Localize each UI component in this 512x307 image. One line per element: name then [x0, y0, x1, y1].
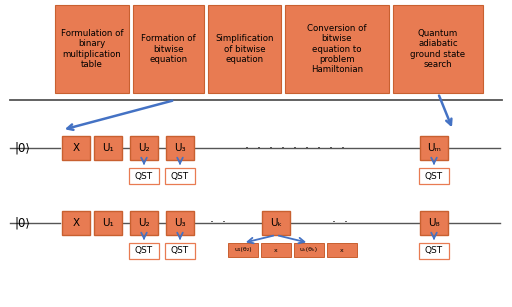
Bar: [129, 168, 159, 184]
Bar: [165, 168, 195, 184]
Text: Conversion of
bitwise
equation to
problem
Hamiltonian: Conversion of bitwise equation to proble…: [307, 24, 367, 74]
Bar: [62, 136, 90, 160]
Text: U₁: U₁: [102, 218, 114, 228]
Text: Simplification
of bitwise
equation: Simplification of bitwise equation: [215, 34, 274, 64]
Text: U₈: U₈: [428, 218, 440, 228]
Text: Uₖ: Uₖ: [270, 218, 282, 228]
Text: U₂: U₂: [138, 143, 150, 153]
Text: Formulation of
binary
multiplication
table: Formulation of binary multiplication tab…: [61, 29, 123, 69]
Bar: [419, 243, 449, 259]
Text: QST: QST: [135, 247, 153, 255]
Bar: [133, 5, 204, 93]
Text: U₁: U₁: [102, 143, 114, 153]
Text: ·  ·  ·  ·  ·  ·  ·  ·  ·: · · · · · · · · ·: [245, 142, 345, 154]
Bar: [94, 211, 122, 235]
Bar: [166, 211, 194, 235]
Bar: [130, 136, 158, 160]
Text: U₃: U₃: [174, 218, 186, 228]
Bar: [420, 211, 448, 235]
Text: x: x: [274, 247, 278, 252]
Text: U₂: U₂: [138, 218, 150, 228]
Text: X: X: [72, 218, 79, 228]
Bar: [166, 136, 194, 160]
Text: Uₘ: Uₘ: [427, 143, 441, 153]
Text: QST: QST: [425, 172, 443, 181]
Text: uₖ(θₖ): uₖ(θₖ): [300, 247, 318, 252]
Bar: [294, 243, 324, 257]
Bar: [285, 5, 389, 93]
Bar: [62, 211, 90, 235]
Text: x: x: [340, 247, 344, 252]
Text: |0⟩: |0⟩: [14, 216, 30, 230]
Text: QST: QST: [171, 172, 189, 181]
Text: QST: QST: [425, 247, 443, 255]
Text: ·  ·: · ·: [332, 216, 348, 230]
Text: Quantum
adiabatic
ground state
search: Quantum adiabatic ground state search: [411, 29, 465, 69]
Bar: [55, 5, 129, 93]
Bar: [262, 211, 290, 235]
Bar: [393, 5, 483, 93]
Text: U₃: U₃: [174, 143, 186, 153]
Bar: [94, 136, 122, 160]
Text: Formation of
bitwise
equation: Formation of bitwise equation: [141, 34, 196, 64]
Text: u₁(θ₂): u₁(θ₂): [234, 247, 252, 252]
Bar: [228, 243, 258, 257]
Text: QST: QST: [135, 172, 153, 181]
Bar: [419, 168, 449, 184]
Text: QST: QST: [171, 247, 189, 255]
Text: ·  ·: · ·: [210, 216, 226, 230]
Bar: [327, 243, 357, 257]
Text: X: X: [72, 143, 79, 153]
Text: |0⟩: |0⟩: [14, 142, 30, 154]
Bar: [420, 136, 448, 160]
Bar: [130, 211, 158, 235]
Bar: [129, 243, 159, 259]
Bar: [261, 243, 291, 257]
Bar: [165, 243, 195, 259]
Bar: [208, 5, 281, 93]
